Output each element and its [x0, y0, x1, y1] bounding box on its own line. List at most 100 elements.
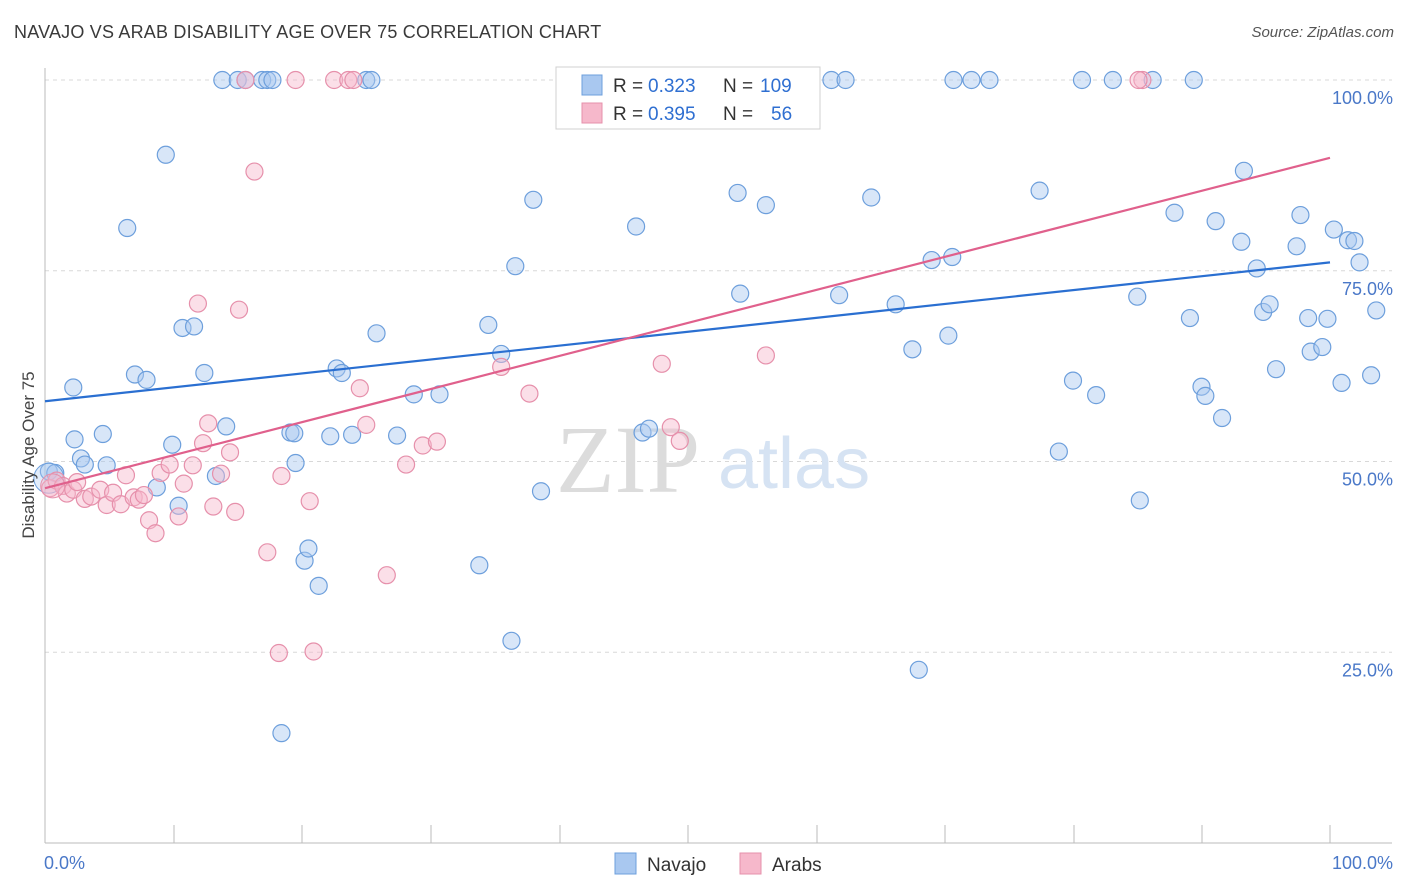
- navajo-point: [286, 453, 305, 473]
- watermark-atlas: atlas: [718, 424, 870, 504]
- navajo-point: [909, 660, 928, 679]
- arabs-point: [300, 492, 319, 511]
- navajo-point: [470, 556, 489, 575]
- x-tick-label: 100.0%: [1332, 853, 1393, 873]
- navajo-point: [1049, 442, 1068, 461]
- navajo-point: [263, 70, 282, 90]
- navajo-point: [836, 70, 855, 90]
- arabs-point: [756, 346, 775, 365]
- navajo-point: [64, 378, 83, 397]
- arabs-point: [211, 464, 231, 483]
- navajo-point: [962, 70, 981, 90]
- navajo-point: [524, 190, 543, 209]
- arabs-point: [146, 524, 165, 543]
- navajo-point: [1192, 377, 1211, 396]
- arabs-point: [1129, 70, 1148, 90]
- arabs-point: [199, 414, 218, 433]
- navajo-point: [728, 183, 747, 203]
- navajo-point: [1313, 337, 1332, 357]
- arabs-point: [258, 543, 277, 562]
- legend-r-label: R =: [613, 104, 643, 125]
- navajo-point: [1165, 203, 1184, 222]
- navajo-point: [862, 188, 881, 207]
- navajo-point: [321, 427, 340, 446]
- navajo-trend-line: [44, 261, 1331, 403]
- arabs-point: [661, 418, 680, 437]
- navajo-point: [1287, 237, 1306, 256]
- navajo-point: [173, 318, 192, 338]
- bottom-legend-arabs: Arabs: [772, 855, 822, 876]
- y-tick-label: 75.0%: [1342, 279, 1393, 299]
- navajo-point: [1299, 308, 1318, 328]
- navajo-point: [1338, 231, 1358, 250]
- legend-r-label: R =: [613, 76, 643, 97]
- navajo-point: [1103, 70, 1122, 90]
- navajo-point: [1254, 302, 1273, 322]
- navajo-point: [343, 425, 362, 444]
- navajo-point: [299, 539, 318, 558]
- trend-lines: [44, 156, 1331, 490]
- navajo-point: [1212, 408, 1232, 428]
- legend-arabs-swatch: [581, 102, 603, 124]
- navajo-points: [33, 70, 1386, 743]
- navajo-point: [502, 631, 521, 650]
- y-axis-label: Disability Age Over 75: [19, 371, 38, 538]
- legend-n-label: N =: [723, 104, 753, 125]
- x-tick-labels: 0.0% 100.0%: [44, 853, 1393, 873]
- chart-title: NAVAJO VS ARAB DISABILITY AGE OVER 75 CO…: [14, 22, 602, 42]
- axes: [44, 68, 1392, 844]
- arabs-point: [245, 162, 264, 181]
- navajo-point: [125, 365, 145, 384]
- navajo-point: [822, 70, 841, 90]
- arabs-point: [269, 643, 288, 663]
- arabs-point: [670, 431, 689, 450]
- arabs-point: [396, 455, 416, 474]
- arabs-point: [520, 384, 539, 403]
- navajo-point: [272, 724, 291, 743]
- navajo-point: [228, 70, 247, 90]
- navajo-point: [903, 340, 922, 359]
- navajo-point: [1143, 70, 1162, 90]
- y-tick-label: 100.0%: [1332, 88, 1393, 108]
- navajo-point: [357, 70, 376, 90]
- navajo-point: [1301, 342, 1320, 361]
- navajo-point: [1180, 308, 1200, 328]
- navajo-point: [944, 70, 963, 90]
- navajo-point: [1196, 386, 1215, 405]
- legend-n-value: 56: [771, 104, 792, 125]
- arabs-point: [204, 497, 223, 516]
- arabs-point: [236, 70, 255, 90]
- navajo-point: [387, 426, 407, 445]
- navajo-point: [531, 482, 551, 501]
- arabs-point: [82, 487, 101, 506]
- navajo-point: [1332, 373, 1351, 393]
- arabs-point: [220, 443, 240, 462]
- arabs-point: [286, 70, 305, 90]
- arabs-point: [1133, 70, 1152, 90]
- navajo-point: [1345, 231, 1364, 251]
- arabs-point: [357, 415, 376, 434]
- arabs-trend-line: [44, 156, 1331, 490]
- navajo-point: [169, 496, 188, 515]
- arabs-point: [413, 436, 432, 455]
- arabs-point: [226, 502, 245, 521]
- bottom-legend-navajo: Navajo: [647, 855, 706, 876]
- legend-navajo-swatch: [581, 74, 603, 96]
- navajo-point: [93, 424, 112, 444]
- arabs-point: [344, 70, 363, 90]
- arabs-point: [188, 294, 208, 313]
- bottom-legend: Navajo Arabs: [614, 852, 822, 876]
- navajo-point: [309, 576, 328, 595]
- navajo-point: [332, 363, 351, 383]
- navajo-point: [195, 363, 214, 383]
- navajo-point: [626, 217, 646, 236]
- navajo-point: [1030, 181, 1049, 200]
- navajo-point: [1318, 309, 1337, 328]
- navajo-point: [184, 317, 204, 336]
- navajo-point: [1247, 259, 1266, 278]
- navajo-point: [479, 315, 498, 335]
- navajo-point: [1234, 161, 1254, 180]
- navajo-point: [156, 145, 175, 164]
- navajo-point: [1072, 70, 1092, 90]
- arabs-point: [174, 474, 193, 493]
